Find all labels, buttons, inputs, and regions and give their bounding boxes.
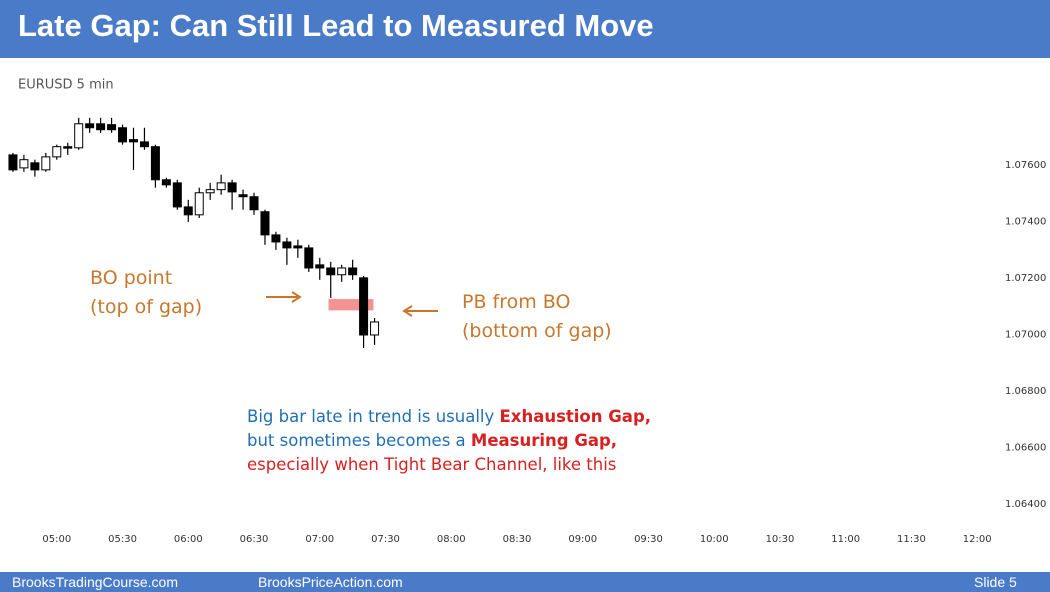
candle-body	[238, 194, 248, 198]
y-tick-label: 1.07600	[1005, 160, 1046, 171]
candle-body	[194, 192, 204, 216]
note-text: Big bar late in trend is usually	[247, 407, 500, 426]
candle-body	[260, 211, 270, 236]
candle-body	[107, 124, 117, 131]
candle-body	[139, 141, 149, 148]
y-tick-label: 1.07400	[1005, 216, 1046, 227]
candle-body	[315, 264, 325, 269]
note-line: BO point	[90, 267, 173, 289]
candle-body	[150, 146, 160, 181]
bo-point-note: BO point (top of gap)	[90, 264, 202, 322]
note-emphasis: Exhaustion Gap,	[499, 407, 652, 426]
gap-note: Big bar late in trend is usually Exhaust…	[247, 405, 651, 477]
candle-body	[161, 179, 171, 186]
candle-body	[249, 196, 259, 211]
candle-body	[183, 206, 193, 216]
candle-body	[118, 127, 128, 143]
x-tick-label: 11:30	[897, 534, 926, 545]
footer-right: Slide 5	[974, 574, 1017, 590]
candle-body	[227, 182, 237, 193]
candle-body	[359, 277, 369, 336]
candle-body	[304, 247, 314, 269]
y-tick-label: 1.06400	[1005, 499, 1046, 510]
x-tick-label: 05:30	[108, 534, 137, 545]
candle-body	[96, 123, 106, 131]
chart-subtitle: EURUSD 5 min	[18, 78, 114, 93]
candle-body	[41, 156, 51, 171]
chart: EURUSD 5 min 1.06400 1.06600 1.06800 1.0700…	[8, 78, 1046, 545]
note-line: PB from BO	[462, 291, 571, 313]
note-line: but sometimes becomes a Measuring Gap,	[247, 429, 651, 453]
candle-body	[128, 139, 138, 143]
arrow-head	[291, 291, 302, 303]
note-line: Big bar late in trend is usually Exhaust…	[247, 405, 651, 429]
y-tick-label: 1.06800	[1005, 386, 1046, 397]
x-tick-label: 08:00	[437, 534, 466, 545]
candle-body	[74, 123, 84, 149]
candle-body	[52, 146, 62, 158]
x-tick-label: 08:30	[503, 534, 532, 545]
header: Late Gap: Can Still Lead to Measured Mov…	[0, 0, 1050, 58]
candle-body	[326, 267, 336, 276]
x-tick-label: 09:30	[634, 534, 663, 545]
arrow-head	[402, 305, 413, 317]
candle-body	[205, 189, 215, 194]
note-emphasis: Measuring Gap,	[470, 431, 618, 450]
arrows	[266, 291, 438, 317]
pb-note: PB from BO (bottom of gap)	[462, 288, 612, 346]
x-tick-label: 10:30	[766, 534, 795, 545]
candle-body	[172, 182, 182, 208]
note-line: especially when Tight Bear Channel, like…	[247, 453, 651, 477]
note-line: (bottom of gap)	[462, 320, 612, 342]
title: Late Gap: Can Still Lead to Measured Mov…	[18, 8, 654, 43]
candle-body	[216, 182, 226, 191]
candle-body	[370, 321, 380, 336]
candle-body	[8, 154, 18, 171]
candle-body	[293, 245, 303, 249]
candle-body	[348, 267, 358, 276]
gap-highlight	[328, 299, 374, 311]
note-text: especially when Tight Bear Channel, like…	[247, 455, 617, 474]
x-tick-label: 10:00	[700, 534, 729, 545]
candle-body	[271, 234, 281, 243]
note-text: but sometimes becomes a	[247, 431, 471, 450]
x-tick-label: 12:00	[963, 534, 992, 545]
candle-body	[63, 146, 73, 149]
x-tick-label: 09:00	[568, 534, 597, 545]
footer-left: BrooksTradingCourse.com	[12, 574, 178, 590]
x-tick-label: 11:00	[831, 534, 860, 545]
candle-body	[337, 267, 347, 276]
candle-body	[282, 241, 292, 249]
x-tick-label: 07:00	[305, 534, 334, 545]
footer: BrooksTradingCourse.com BrooksPriceActio…	[0, 572, 1050, 592]
x-tick-label: 06:30	[240, 534, 269, 545]
candle-body	[30, 162, 40, 171]
candle-body	[19, 159, 29, 169]
candle-body	[85, 123, 95, 129]
footer-center: BrooksPriceAction.com	[258, 574, 403, 590]
y-tick-label: 1.07200	[1005, 273, 1046, 284]
y-tick-label: 1.07000	[1005, 329, 1046, 340]
x-tick-label: 07:30	[371, 534, 400, 545]
y-tick-label: 1.06600	[1005, 442, 1046, 453]
x-tick-label: 05:00	[42, 534, 71, 545]
x-tick-label: 06:00	[174, 534, 203, 545]
note-line: (top of gap)	[90, 296, 203, 318]
